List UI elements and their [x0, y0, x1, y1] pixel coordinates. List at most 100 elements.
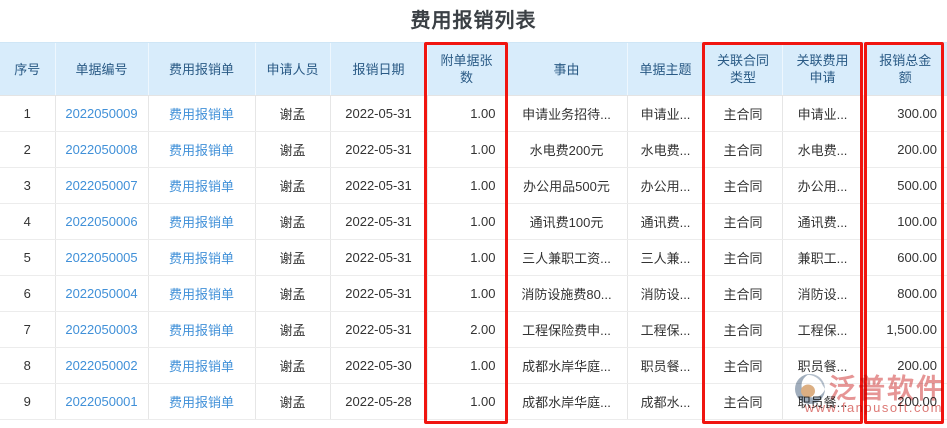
- cell-total: 800.00: [862, 275, 947, 312]
- table-row: 9 2022050001 费用报销单 谢孟 2022-05-28 1.00 成都水岸华庭..…: [0, 383, 947, 420]
- cell-reason: 消防设施费80...: [505, 275, 627, 312]
- cell-reason: 成都水岸华庭...: [505, 383, 627, 420]
- cell-applicant: 谢孟: [254, 347, 330, 384]
- cell-form: 费用报销单: [147, 275, 255, 312]
- cell-subject: 通讯费...: [626, 203, 704, 240]
- cell-doc_no: 2022050005: [54, 239, 148, 276]
- cell-reason: 水电费200元: [505, 131, 627, 168]
- cell-index: 2: [0, 131, 55, 168]
- doc_no-link[interactable]: 2022050005: [65, 250, 138, 265]
- cell-reason: 三人兼职工资...: [505, 239, 627, 276]
- cell-contract_type: 主合同: [703, 95, 782, 132]
- form-link[interactable]: 费用报销单: [168, 143, 234, 158]
- form-link[interactable]: 费用报销单: [168, 215, 234, 230]
- doc_no-link[interactable]: 2022050006: [65, 214, 138, 229]
- cell-date: 2022-05-28: [329, 383, 427, 420]
- cell-doc_no: 2022050002: [54, 347, 148, 384]
- cell-subject: 职员餐...: [626, 347, 704, 384]
- cell-applicant: 谢孟: [254, 167, 330, 204]
- table-row: 4 2022050006 费用报销单 谢孟 2022-05-31 1.00 通讯费100元通…: [0, 203, 947, 240]
- cell-contract_type: 主合同: [703, 347, 782, 384]
- cell-date: 2022-05-31: [329, 203, 427, 240]
- cell-index: 3: [0, 167, 55, 204]
- cell-date: 2022-05-30: [329, 347, 427, 384]
- cell-contract_type: 主合同: [703, 203, 782, 240]
- doc_no-link[interactable]: 2022050002: [65, 358, 138, 373]
- cell-form: 费用报销单: [147, 311, 255, 348]
- form-link[interactable]: 费用报销单: [168, 395, 234, 410]
- column-header-index: 序号: [0, 42, 55, 96]
- form-link[interactable]: 费用报销单: [168, 287, 234, 302]
- column-header-attachments: 附单据张数: [426, 42, 506, 96]
- form-link[interactable]: 费用报销单: [168, 251, 234, 266]
- form-link[interactable]: 费用报销单: [168, 359, 234, 374]
- cell-subject: 三人兼...: [626, 239, 704, 276]
- cell-expense_request: 水电费...: [781, 131, 863, 168]
- cell-index: 5: [0, 239, 55, 276]
- expense-table: 序号 单据编号 费用报销单 申请人员 报销日期 附单据张数 事由 单据主题 关联合同类型 关联费用…: [0, 42, 947, 420]
- cell-form: 费用报销单: [147, 95, 255, 132]
- cell-attachments: 1.00: [426, 239, 506, 276]
- cell-date: 2022-05-31: [329, 275, 427, 312]
- doc_no-link[interactable]: 2022050009: [65, 106, 138, 121]
- cell-total: 600.00: [862, 239, 947, 276]
- doc_no-link[interactable]: 2022050004: [65, 286, 138, 301]
- cell-form: 费用报销单: [147, 383, 255, 420]
- form-link[interactable]: 费用报销单: [168, 323, 234, 338]
- doc_no-link[interactable]: 2022050007: [65, 178, 138, 193]
- cell-expense_request: 职员餐...: [781, 383, 863, 420]
- page-title: 费用报销列表: [410, 10, 537, 32]
- cell-total: 200.00: [862, 347, 947, 384]
- cell-applicant: 谢孟: [254, 275, 330, 312]
- cell-index: 8: [0, 347, 55, 384]
- cell-subject: 消防设...: [626, 275, 704, 312]
- column-header-total: 报销总金额: [862, 42, 947, 96]
- header-row: 序号 单据编号 费用报销单 申请人员 报销日期 附单据张数 事由 单据主题 关联合同类型 关联费用…: [0, 42, 947, 96]
- cell-reason: 通讯费100元: [505, 203, 627, 240]
- cell-doc_no: 2022050001: [54, 383, 148, 420]
- doc_no-link[interactable]: 2022050003: [65, 322, 138, 337]
- cell-date: 2022-05-31: [329, 95, 427, 132]
- table-row: 2 2022050008 费用报销单 谢孟 2022-05-31 1.00 水电费200元水…: [0, 131, 947, 168]
- cell-index: 4: [0, 203, 55, 240]
- form-link[interactable]: 费用报销单: [168, 179, 234, 194]
- cell-index: 9: [0, 383, 55, 420]
- cell-doc_no: 2022050006: [54, 203, 148, 240]
- cell-applicant: 谢孟: [254, 131, 330, 168]
- cell-applicant: 谢孟: [254, 203, 330, 240]
- cell-attachments: 1.00: [426, 275, 506, 312]
- form-link[interactable]: 费用报销单: [168, 107, 234, 122]
- cell-total: 200.00: [862, 131, 947, 168]
- cell-form: 费用报销单: [147, 167, 255, 204]
- cell-attachments: 1.00: [426, 383, 506, 420]
- cell-subject: 申请业...: [626, 95, 704, 132]
- table-row: 6 2022050004 费用报销单 谢孟 2022-05-31 1.00 消防设施费80.…: [0, 275, 947, 312]
- cell-date: 2022-05-31: [329, 239, 427, 276]
- cell-contract_type: 主合同: [703, 131, 782, 168]
- cell-date: 2022-05-31: [329, 311, 427, 348]
- cell-attachments: 2.00: [426, 311, 506, 348]
- cell-contract_type: 主合同: [703, 383, 782, 420]
- column-header-doc_no: 单据编号: [54, 42, 148, 96]
- table-header: 序号 单据编号 费用报销单 申请人员 报销日期 附单据张数 事由 单据主题 关联合同类型 关联费用…: [0, 42, 947, 96]
- cell-reason: 成都水岸华庭...: [505, 347, 627, 384]
- column-header-contract_type: 关联合同类型: [703, 42, 782, 96]
- column-header-expense_request: 关联费用申请: [781, 42, 863, 96]
- cell-doc_no: 2022050003: [54, 311, 148, 348]
- doc_no-link[interactable]: 2022050001: [65, 394, 138, 409]
- cell-contract_type: 主合同: [703, 275, 782, 312]
- cell-doc_no: 2022050009: [54, 95, 148, 132]
- cell-total: 100.00: [862, 203, 947, 240]
- cell-expense_request: 消防设...: [781, 275, 863, 312]
- cell-date: 2022-05-31: [329, 167, 427, 204]
- cell-expense_request: 办公用...: [781, 167, 863, 204]
- table-row: 3 2022050007 费用报销单 谢孟 2022-05-31 1.00 办公用品500元…: [0, 167, 947, 204]
- column-header-date: 报销日期: [329, 42, 427, 96]
- cell-form: 费用报销单: [147, 203, 255, 240]
- cell-total: 500.00: [862, 167, 947, 204]
- cell-reason: 办公用品500元: [505, 167, 627, 204]
- cell-doc_no: 2022050008: [54, 131, 148, 168]
- cell-index: 7: [0, 311, 55, 348]
- doc_no-link[interactable]: 2022050008: [65, 142, 138, 157]
